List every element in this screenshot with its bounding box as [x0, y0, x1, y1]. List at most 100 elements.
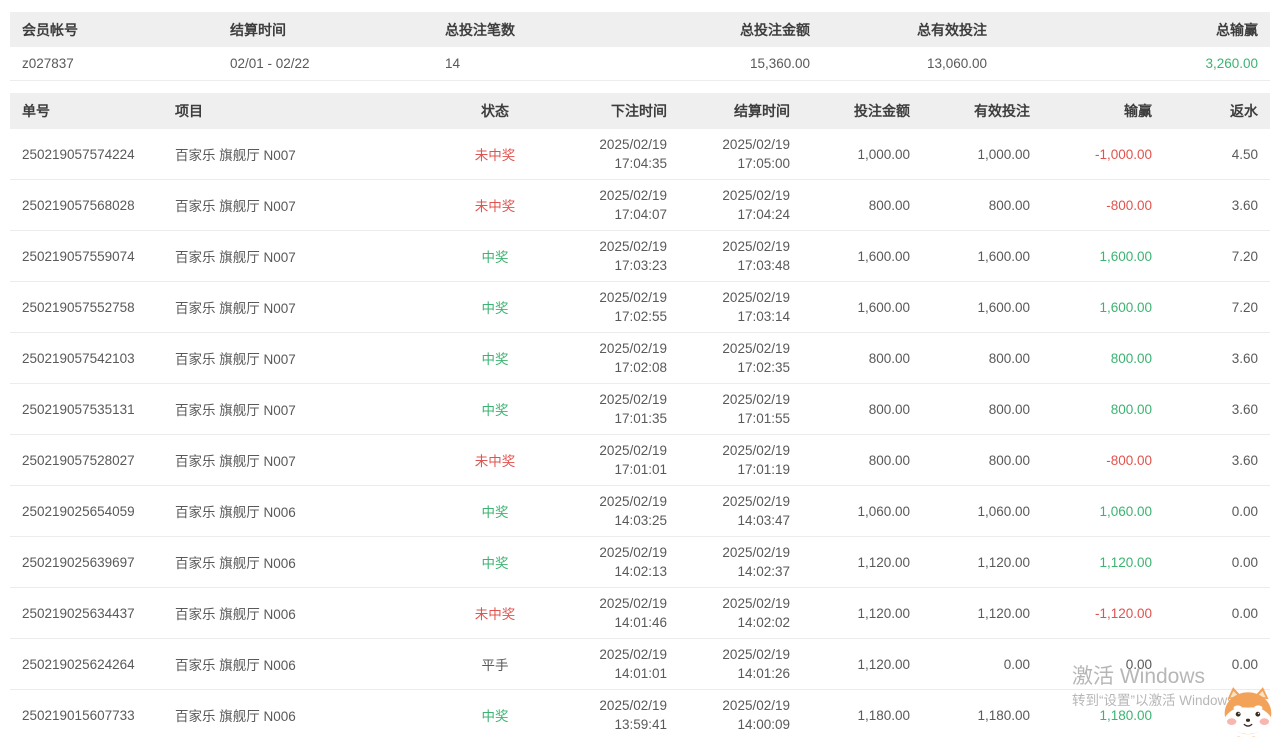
bet-time: 2025/02/19 14:02:13 — [599, 545, 667, 579]
table-row: 250219025634437 百家乐 旗舰厅 N006 未中奖 2025/02/19… — [10, 588, 1270, 639]
col-order-number: 单号 — [22, 103, 50, 119]
settle-time: 2025/02/19 17:01:55 — [722, 392, 790, 426]
win-loss: 800.00 — [1110, 401, 1152, 417]
col-rebate: 返水 — [1230, 103, 1258, 119]
bet-time: 2025/02/19 14:01:01 — [599, 647, 667, 681]
win-loss: 800.00 — [1110, 350, 1152, 366]
valid-amount: 800.00 — [988, 350, 1030, 366]
game-name: 百家乐 旗舰厅 N007 — [175, 250, 296, 265]
table-row: 250219057559074 百家乐 旗舰厅 N007 中奖 2025/02/19 … — [10, 231, 1270, 282]
order-number: 250219025654059 — [22, 503, 135, 519]
valid-amount: 1,120.00 — [977, 554, 1030, 570]
bet-amount: 1,120.00 — [857, 605, 910, 621]
bet-amount: 1,000.00 — [857, 146, 910, 162]
valid-amount: 0.00 — [1003, 656, 1030, 672]
table-row: 250219057535131 百家乐 旗舰厅 N007 中奖 2025/02/19 … — [10, 384, 1270, 435]
settle-time: 2025/02/19 17:01:19 — [722, 443, 790, 477]
rebate: 7.20 — [1231, 299, 1258, 315]
table-row: 250219057574224 百家乐 旗舰厅 N007 未中奖 2025/02/19… — [10, 129, 1270, 180]
bet-amount: 800.00 — [868, 452, 910, 468]
rebate: 0.00 — [1231, 656, 1258, 672]
detail-table: 单号 项目 状态 下注时间 结算时间 投注金额 有效投注 输赢 返水 25021… — [10, 93, 1270, 737]
col-status: 状态 — [481, 103, 509, 119]
game-name: 百家乐 旗舰厅 N006 — [175, 607, 296, 622]
bet-time: 2025/02/19 17:03:23 — [599, 239, 667, 273]
rebate: 4.50 — [1231, 146, 1258, 162]
table-row: 250219057528027 百家乐 旗舰厅 N007 未中奖 2025/02/19… — [10, 435, 1270, 486]
game-name: 百家乐 旗舰厅 N007 — [175, 301, 296, 316]
bet-amount: 800.00 — [868, 197, 910, 213]
valid-amount: 1,180.00 — [977, 707, 1030, 723]
status-badge: 平手 — [481, 658, 509, 673]
table-row: 250219025624264 百家乐 旗舰厅 N006 平手 2025/02/19 … — [10, 639, 1270, 690]
summary-col-total-count: 总投注笔数 — [445, 21, 515, 38]
order-number: 250219025624264 — [22, 656, 135, 672]
table-row: 250219057552758 百家乐 旗舰厅 N007 中奖 2025/02/19 … — [10, 282, 1270, 333]
rebate: 3.60 — [1231, 350, 1258, 366]
settle-time: 2025/02/19 17:03:48 — [722, 239, 790, 273]
rebate: 0.00 — [1231, 707, 1258, 723]
bet-amount: 1,120.00 — [857, 554, 910, 570]
col-bet-time: 下注时间 — [611, 103, 667, 119]
summary-col-total-valid: 总有效投注 — [917, 21, 987, 38]
col-game: 项目 — [175, 103, 203, 119]
order-number: 250219057552758 — [22, 299, 135, 315]
bet-time: 2025/02/19 13:59:41 — [599, 698, 667, 732]
settle-time: 2025/02/19 17:04:24 — [722, 188, 790, 222]
win-loss: 0.00 — [1125, 656, 1152, 672]
col-winloss: 输赢 — [1124, 103, 1152, 119]
bet-amount: 1,600.00 — [857, 299, 910, 315]
bet-time: 2025/02/19 17:04:35 — [599, 137, 667, 171]
bet-time: 2025/02/19 17:01:35 — [599, 392, 667, 426]
game-name: 百家乐 旗舰厅 N007 — [175, 403, 296, 418]
win-loss: 1,180.00 — [1099, 707, 1152, 723]
total-winloss: 3,260.00 — [1205, 56, 1258, 71]
summary-data-row: z027837 02/01 - 02/22 14 15,360.00 13,06… — [10, 47, 1270, 81]
status-badge: 未中奖 — [474, 148, 516, 163]
summary-col-total-winloss: 总输赢 — [1216, 21, 1258, 38]
bet-amount: 1,120.00 — [857, 656, 910, 672]
settle-time: 2025/02/19 14:01:26 — [722, 647, 790, 681]
game-name: 百家乐 旗舰厅 N007 — [175, 352, 296, 367]
status-badge: 中奖 — [481, 556, 509, 571]
bet-amount: 800.00 — [868, 401, 910, 417]
status-badge: 未中奖 — [474, 454, 516, 469]
game-name: 百家乐 旗舰厅 N007 — [175, 199, 296, 214]
bet-time: 2025/02/19 14:01:46 — [599, 596, 667, 630]
game-name: 百家乐 旗舰厅 N006 — [175, 505, 296, 520]
total-bet-amount: 15,360.00 — [749, 56, 810, 71]
col-settle-time: 结算时间 — [734, 103, 790, 119]
status-badge: 中奖 — [481, 709, 509, 724]
order-number: 250219057528027 — [22, 452, 135, 468]
settle-time: 2025/02/19 14:03:47 — [722, 494, 790, 528]
bet-time: 2025/02/19 14:03:25 — [599, 494, 667, 528]
valid-amount: 1,000.00 — [977, 146, 1030, 162]
bet-amount: 1,060.00 — [857, 503, 910, 519]
bet-amount: 1,180.00 — [857, 707, 910, 723]
settle-time: 2025/02/19 17:03:14 — [722, 290, 790, 324]
rebate: 7.20 — [1231, 248, 1258, 264]
valid-amount: 800.00 — [988, 452, 1030, 468]
status-badge: 未中奖 — [474, 607, 516, 622]
detail-header-row: 单号 项目 状态 下注时间 结算时间 投注金额 有效投注 输赢 返水 — [10, 93, 1270, 129]
summary-header-row: 会员帐号 结算时间 总投注笔数 总投注金额 总有效投注 总输赢 — [10, 12, 1270, 47]
game-name: 百家乐 旗舰厅 N007 — [175, 148, 296, 163]
table-row: 250219025639697 百家乐 旗舰厅 N006 中奖 2025/02/19 … — [10, 537, 1270, 588]
order-number: 250219057574224 — [22, 146, 135, 162]
win-loss: -800.00 — [1106, 197, 1152, 213]
status-badge: 中奖 — [481, 352, 509, 367]
order-number: 250219057535131 — [22, 401, 135, 417]
status-badge: 中奖 — [481, 505, 509, 520]
order-number: 250219057542103 — [22, 350, 135, 366]
bet-time: 2025/02/19 17:01:01 — [599, 443, 667, 477]
order-number: 250219057568028 — [22, 197, 135, 213]
valid-amount: 800.00 — [988, 197, 1030, 213]
rebate: 3.60 — [1231, 452, 1258, 468]
bet-time: 2025/02/19 17:04:07 — [599, 188, 667, 222]
bet-amount: 800.00 — [868, 350, 910, 366]
settle-time: 2025/02/19 14:02:02 — [722, 596, 790, 630]
rebate: 0.00 — [1231, 503, 1258, 519]
game-name: 百家乐 旗舰厅 N006 — [175, 658, 296, 673]
status-badge: 未中奖 — [474, 199, 516, 214]
col-bet-amount: 投注金额 — [854, 103, 910, 119]
